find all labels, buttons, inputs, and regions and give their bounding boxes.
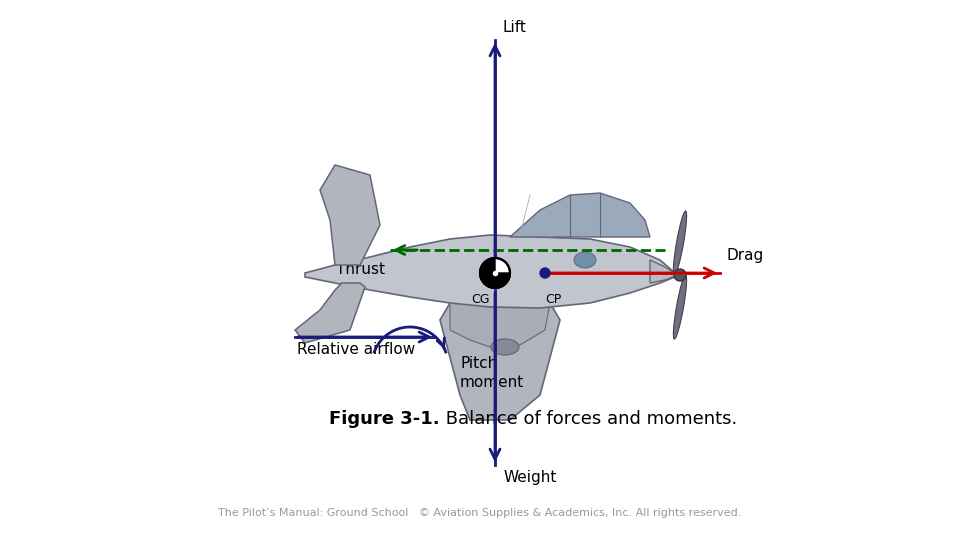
Polygon shape bbox=[650, 260, 678, 283]
Circle shape bbox=[540, 268, 550, 278]
Ellipse shape bbox=[491, 339, 519, 355]
Text: Relative airflow: Relative airflow bbox=[297, 342, 416, 357]
Circle shape bbox=[480, 258, 510, 288]
Polygon shape bbox=[305, 235, 675, 308]
Ellipse shape bbox=[673, 275, 686, 339]
Polygon shape bbox=[480, 258, 495, 288]
Text: Lift: Lift bbox=[503, 20, 527, 35]
Text: Figure 3-1.: Figure 3-1. bbox=[329, 410, 440, 428]
Polygon shape bbox=[450, 303, 550, 347]
Polygon shape bbox=[295, 283, 365, 343]
Text: Balance of forces and moments.: Balance of forces and moments. bbox=[440, 410, 737, 428]
Text: Drag: Drag bbox=[726, 248, 763, 263]
Text: Weight: Weight bbox=[503, 470, 557, 485]
Ellipse shape bbox=[673, 211, 686, 275]
Text: CP: CP bbox=[545, 293, 562, 306]
Ellipse shape bbox=[574, 252, 596, 268]
Text: CG: CG bbox=[471, 293, 491, 306]
Text: Thrust: Thrust bbox=[336, 262, 385, 277]
Circle shape bbox=[674, 269, 686, 281]
Polygon shape bbox=[320, 165, 380, 265]
Text: The Pilot’s Manual: Ground School   © Aviation Supplies & Academics, Inc. All ri: The Pilot’s Manual: Ground School © Avia… bbox=[218, 508, 742, 518]
Polygon shape bbox=[440, 303, 560, 420]
Polygon shape bbox=[510, 193, 650, 237]
Polygon shape bbox=[495, 273, 510, 288]
Text: Pitch
moment: Pitch moment bbox=[460, 356, 524, 390]
